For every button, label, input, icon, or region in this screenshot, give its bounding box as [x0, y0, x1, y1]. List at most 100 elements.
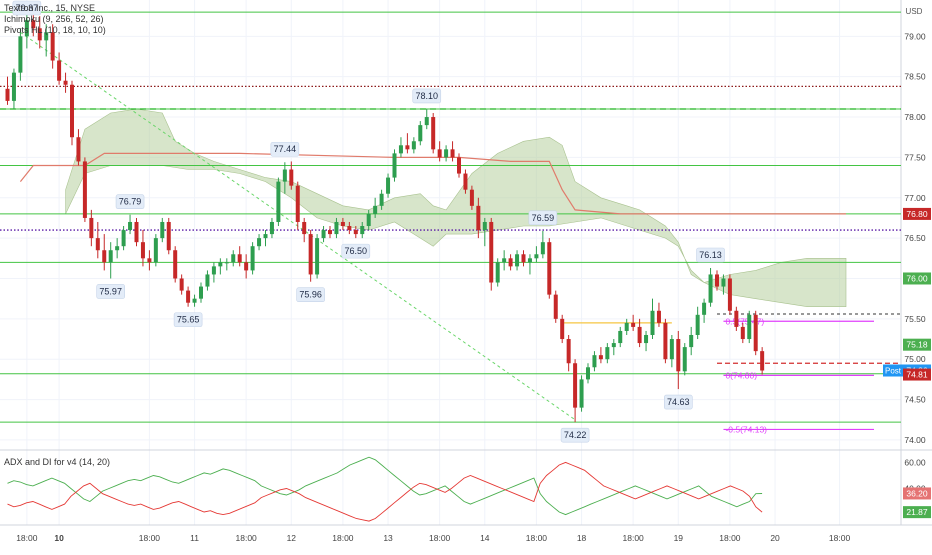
price-tick-label: 74.00 — [904, 435, 926, 445]
pivot-labels: 79.37 76.79 75.97 75.65 77.44 75.96 76.50 78.10… — [12, 0, 725, 443]
price-badge: 76.80 — [906, 209, 928, 219]
candle-body — [476, 205, 481, 231]
candle-body — [82, 161, 87, 218]
candle-body — [398, 145, 403, 154]
candle-body — [482, 221, 487, 231]
pivot-label: 75.65 — [177, 315, 200, 325]
candle-body — [695, 314, 700, 335]
price-axis: USD 79.00 78.50 78.00 77.50 77.00 76.50 76.00 75… — [883, 7, 931, 445]
candle-body — [624, 322, 629, 331]
candle-body — [650, 310, 655, 335]
price-badge: 74.81 — [906, 370, 928, 380]
indicator-badge-bg — [903, 487, 931, 500]
candle-body — [457, 157, 461, 174]
candle-body — [469, 189, 474, 206]
price-badge-bg — [903, 207, 931, 220]
price-badge: 76.00 — [906, 273, 928, 283]
pivot-label-box — [12, 0, 42, 16]
price-tick-label: 74.50 — [904, 395, 926, 405]
candle-body — [89, 217, 94, 239]
price-tick-label: 75.50 — [904, 314, 926, 324]
time-tick-label: 11 — [190, 533, 199, 543]
candle-body — [424, 117, 429, 126]
candle-body — [605, 347, 610, 360]
candle-body — [37, 28, 42, 41]
candle-body — [540, 242, 545, 255]
candle-body — [715, 274, 719, 287]
candle-body — [11, 72, 16, 101]
candle-body — [140, 242, 145, 259]
candle-body — [128, 221, 133, 231]
candle-body — [463, 173, 468, 190]
candle-body — [199, 286, 203, 299]
time-tick-label: 18:00 — [623, 533, 645, 543]
candle-body — [573, 363, 578, 408]
time-tick-label: 18:00 — [236, 533, 258, 543]
candle-body — [753, 314, 758, 352]
pivot-label: 77.44 — [274, 144, 297, 154]
time-tick-label: 18:00 — [16, 533, 38, 543]
candle-body — [747, 314, 752, 340]
candle-body — [502, 258, 507, 263]
candle-body — [418, 125, 423, 142]
candle-body — [24, 20, 29, 37]
candle-body — [689, 334, 694, 348]
candle-body — [231, 254, 236, 263]
time-tick-label: 18:00 — [526, 533, 548, 543]
candle-body — [431, 117, 436, 150]
candle-body — [115, 246, 120, 251]
pivot-label-box — [696, 247, 725, 263]
pivot-label: 74.63 — [667, 397, 690, 407]
candles — [5, 6, 765, 423]
di-minus-line — [7, 461, 763, 522]
candle-body — [489, 221, 494, 283]
candle-body — [444, 149, 449, 158]
pivot-label: 76.50 — [345, 246, 368, 256]
candle-body — [598, 355, 603, 360]
candle-body — [50, 32, 55, 61]
indicator-legend[interactable]: ADX and DI for v4 (14, 20) — [4, 457, 111, 467]
time-tick-label: 18:00 — [139, 533, 161, 543]
pivot-label: 74.22 — [564, 430, 587, 440]
candle-body — [566, 339, 571, 364]
candle-body — [411, 141, 416, 150]
price-tick-label: 79.00 — [904, 31, 926, 41]
ichimoku-legend[interactable]: Ichimoku (9, 256, 52, 26) — [4, 14, 104, 24]
post-tag-bg — [883, 364, 903, 377]
candle-body — [547, 242, 552, 295]
candle-body — [392, 153, 397, 178]
pivots-legend[interactable]: Pivots HL (10, 18, 10, 10) — [4, 25, 106, 35]
time-tick-label: 19 — [674, 533, 684, 543]
pivot-label-box — [96, 284, 125, 299]
symbol-title[interactable]: Textron Inc., 15, NYSE — [4, 3, 96, 13]
candle-body — [173, 250, 178, 279]
cloud-area — [65, 108, 847, 307]
candle-body — [527, 258, 532, 263]
price-tick-label: 76.50 — [904, 233, 926, 243]
candle-body — [360, 226, 365, 235]
candle-body — [186, 290, 191, 303]
candle-body — [386, 177, 391, 194]
pivot-label-box — [412, 88, 442, 104]
candle-body — [760, 351, 765, 371]
candle-body — [166, 221, 171, 251]
candle-body — [102, 250, 107, 263]
candle-body — [669, 339, 674, 360]
price-tick-label: 77.00 — [904, 193, 926, 203]
candle-body — [553, 294, 558, 319]
fib-level-label: 0(74.80) — [725, 370, 757, 380]
ichimoku-cloud — [65, 108, 847, 307]
time-axis: 18:00 10 18:00 11 18:00 12 18:00 13 18:00 14 18:00… — [16, 533, 850, 543]
candle-body — [134, 221, 139, 243]
candle-body — [263, 234, 268, 239]
candle-body — [366, 213, 371, 227]
candle-body — [308, 234, 313, 275]
indicator-badge: 21.87 — [906, 507, 928, 517]
candle-body — [450, 149, 455, 158]
pivot-label: 76.59 — [532, 213, 555, 223]
post-tag: Post — [885, 367, 902, 376]
price-badge-bg — [903, 272, 931, 285]
candle-body — [508, 258, 513, 267]
